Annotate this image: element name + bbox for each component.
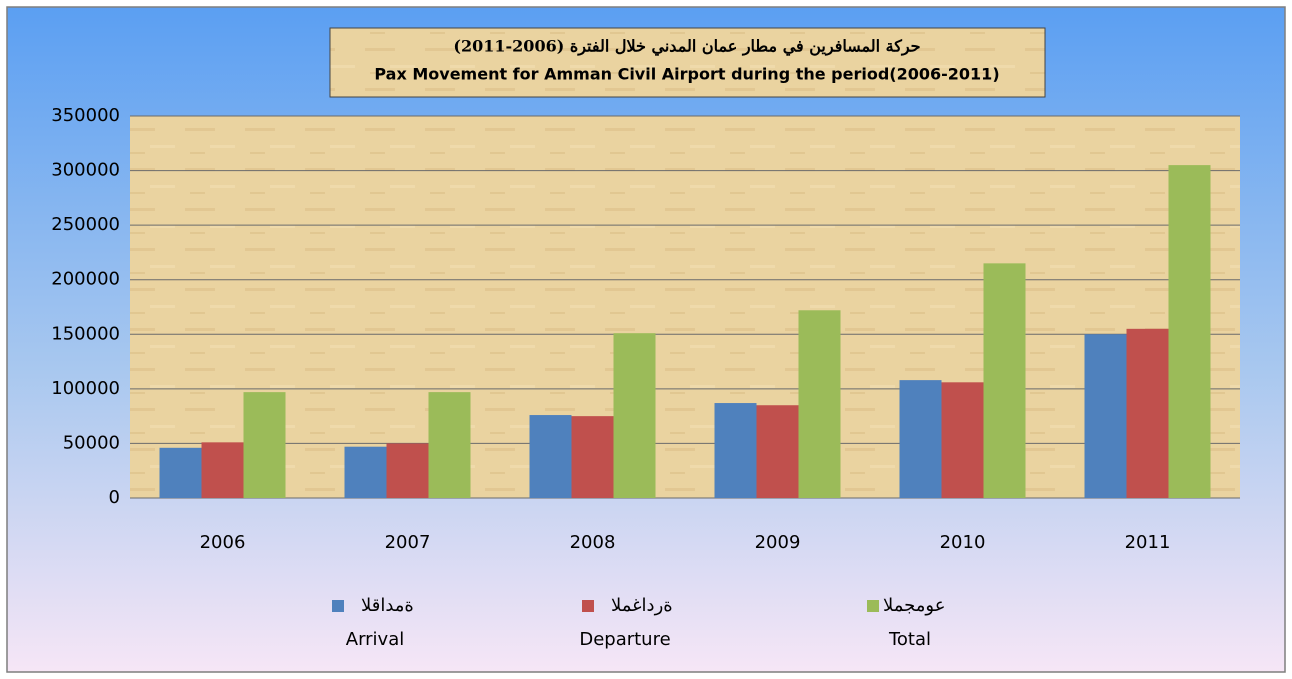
y-tick-label: 150000 — [51, 323, 120, 344]
bar — [1168, 165, 1211, 498]
x-tick-label: 2006 — [200, 532, 246, 553]
y-tick-label: 100000 — [51, 378, 120, 399]
legend-swatch — [867, 600, 879, 612]
legend-swatch — [582, 600, 594, 612]
y-tick-label: 300000 — [51, 160, 120, 181]
bar — [798, 310, 841, 498]
bar — [344, 446, 387, 498]
x-tick-label: 2007 — [385, 532, 431, 553]
x-tick-label: 2008 — [570, 532, 616, 553]
bar — [529, 415, 572, 498]
title-box — [329, 27, 1046, 98]
bar — [983, 263, 1026, 498]
legend-label-ar: المجموع — [883, 595, 945, 616]
legend-label: Arrival — [346, 629, 404, 650]
bar — [386, 443, 429, 498]
bar — [571, 416, 614, 498]
bar — [1084, 334, 1127, 498]
chart-title: Pax Movement for Amman Civil Airport dur… — [374, 65, 999, 84]
legend-swatch — [332, 600, 344, 612]
bar — [899, 380, 942, 498]
bar — [613, 333, 656, 498]
legend-label: Total — [888, 629, 931, 650]
legend-label: Departure — [579, 629, 670, 650]
y-tick-label: 250000 — [51, 214, 120, 235]
x-tick-label: 2009 — [755, 532, 801, 553]
bar — [243, 392, 286, 498]
legend-label-ar: القادمة — [361, 595, 414, 616]
bar — [714, 403, 757, 498]
y-tick-label: 350000 — [51, 105, 120, 126]
x-tick-label: 2011 — [1125, 532, 1171, 553]
bar — [756, 405, 799, 498]
legend-label-ar: المغادرة — [611, 595, 673, 616]
y-tick-label: 50000 — [63, 432, 120, 453]
x-tick-label: 2010 — [940, 532, 986, 553]
plot-area — [130, 116, 1240, 498]
y-tick-label: 0 — [109, 487, 120, 508]
bar — [428, 392, 471, 498]
bar — [1126, 328, 1169, 498]
bar — [201, 442, 244, 498]
y-tick-label: 200000 — [51, 269, 120, 290]
bar — [159, 447, 202, 498]
bar — [941, 382, 984, 498]
chart-title-ar: حركة المسافرين في مطار عمان المدني خلال … — [453, 37, 920, 57]
